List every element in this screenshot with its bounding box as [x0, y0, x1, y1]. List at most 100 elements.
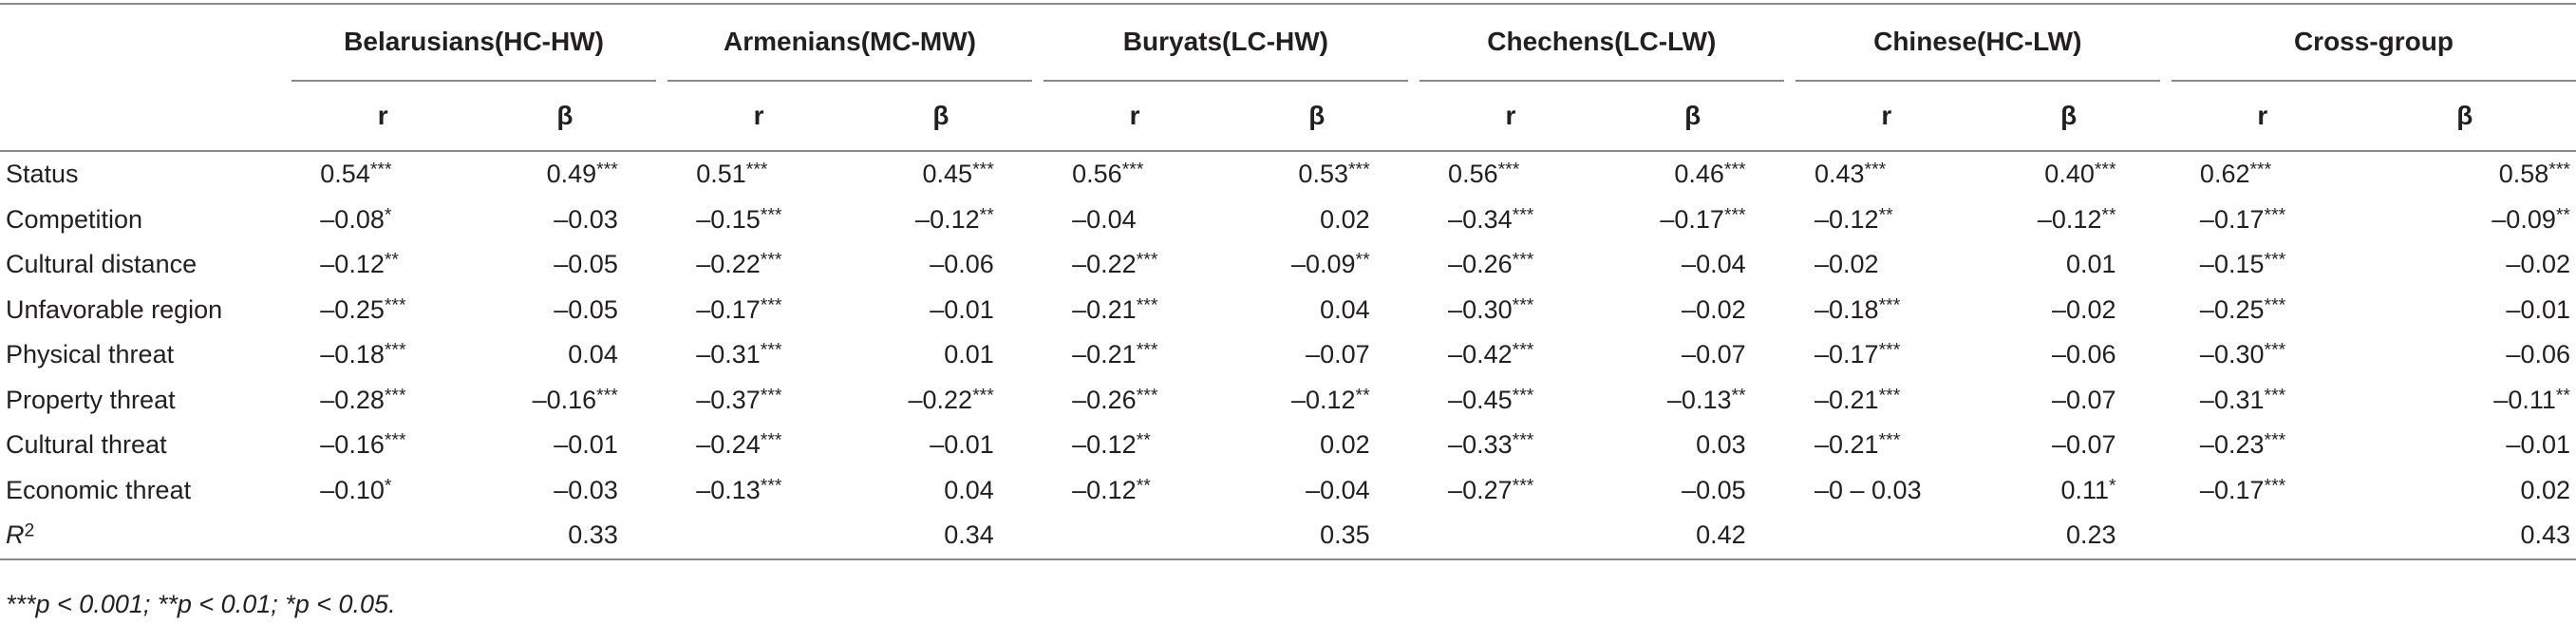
coefficient-value: –0.21: [1814, 430, 1879, 460]
coefficient-value: –0.25: [320, 294, 385, 324]
beta-value-cell: –0.01: [2354, 288, 2576, 333]
subheader-beta: β: [932, 101, 950, 130]
coefficient-value: 0.03: [1696, 430, 1746, 460]
significance-stars: ***: [745, 159, 768, 180]
coefficient-value: –0.07: [1306, 340, 1370, 369]
beta-value-cell: –0.05: [1602, 468, 1784, 514]
coefficient-value: –0.04: [1306, 475, 1370, 504]
table-row: Economic threat –0.10* –0.03 –0.13*** 0.04 –0…: [0, 468, 2576, 514]
coefficient-value: –0.27: [1448, 475, 1513, 504]
r-value-cell: –0.24***: [668, 423, 850, 468]
coefficient-value: –0.12: [1072, 475, 1137, 504]
r-value-cell: 0.56***: [1044, 152, 1226, 198]
coefficient-value: –0.01: [2506, 430, 2570, 460]
row-label: Cultural distance: [6, 250, 197, 279]
r-value-cell: –0.17***: [1796, 332, 1978, 378]
coefficient-value: –0.10: [320, 475, 385, 504]
r-value-cell: –0.22***: [668, 242, 850, 288]
significance-stars: **: [1731, 385, 1746, 407]
r-value-cell: 0.51***: [668, 152, 850, 198]
coefficient-value: –0.16: [532, 385, 597, 414]
table-row: Competition –0.08* –0.03 –0.15*** –0.12** –0.…: [0, 198, 2576, 243]
significance-stars: ***: [1512, 339, 1534, 361]
beta-value-cell: 0.45***: [850, 152, 1032, 198]
coefficient-value: 0.01: [2066, 250, 2116, 279]
coefficient-value: –0.33: [1448, 430, 1513, 460]
coefficient-value: 0.11: [2060, 475, 2109, 504]
r-value-cell: –0.04: [1044, 198, 1226, 243]
beta-value-cell: –0.09**: [1226, 242, 1408, 288]
r-value-cell: –0.26***: [1044, 378, 1226, 424]
significance-stars: ***: [760, 475, 782, 497]
significance-stars: **: [2101, 204, 2116, 226]
significance-stars: ***: [1878, 429, 1901, 451]
coefficient-value: –0.12: [1290, 385, 1356, 414]
significance-stars: ***: [972, 159, 994, 180]
row-label: Competition: [6, 204, 143, 234]
coefficient-value: 0.43: [1814, 160, 1865, 189]
r-value-cell: –0.21***: [1044, 288, 1226, 333]
r-value-cell: –0.17***: [2172, 198, 2354, 243]
significance-stars: ***: [384, 385, 406, 407]
significance-stars: ***: [1512, 204, 1534, 226]
r-value-cell: –0.21***: [1796, 423, 1978, 468]
beta-value-cell: –0.06: [1978, 332, 2160, 378]
coefficient-value: 0.02: [1320, 430, 1370, 460]
significance-stars: ***: [384, 339, 406, 361]
beta-value-cell: 0.46***: [1602, 152, 1784, 198]
coefficient-value: –0.11: [2493, 385, 2556, 414]
r-squared-exponent: 2: [24, 520, 35, 541]
coefficient-value: –0.16: [320, 430, 385, 460]
significance-stars: ***: [1723, 204, 1746, 226]
significance-stars: *: [384, 204, 392, 226]
coefficient-value: –0.15: [2199, 250, 2265, 279]
coefficient-value: –0.21: [1814, 385, 1879, 414]
coefficient-value: –0.02: [2051, 294, 2116, 324]
coefficient-value: 0.40: [2044, 160, 2095, 189]
significance-stars: ***: [2548, 159, 2570, 180]
coefficient-value: 0.45: [922, 160, 973, 189]
significance-stars: ***: [596, 159, 618, 180]
coefficient-value: –0.05: [1682, 475, 1746, 504]
r-value-cell: –0.26***: [1420, 242, 1602, 288]
significance-stars: ***: [596, 385, 618, 407]
coefficient-value: –0.25: [2199, 294, 2265, 324]
significance-stars: ***: [2264, 429, 2286, 451]
coefficient-value: –0.01: [554, 430, 618, 460]
beta-value-cell: –0.01: [2354, 423, 2576, 468]
significance-stars: ***: [1136, 385, 1158, 407]
significance-stars: **: [1136, 475, 1151, 497]
beta-value-cell: –0.12**: [1978, 198, 2160, 243]
beta-value-cell: –0.06: [2354, 332, 2576, 378]
coefficient-value: –0.01: [930, 294, 994, 324]
beta-value-cell: –0.13**: [1602, 378, 1784, 424]
beta-value-cell: –0.07: [1978, 378, 2160, 424]
row-label: Economic threat: [6, 475, 192, 504]
r-value-cell: –0.28***: [291, 378, 474, 424]
coefficient-value: –0.17: [696, 294, 761, 324]
coefficient-value: –0.15: [696, 204, 761, 234]
r-value-cell: –0.31***: [668, 332, 850, 378]
r-value-cell: –0 – 0.03: [1796, 468, 1978, 514]
r-value-cell: –0.31***: [2172, 378, 2354, 424]
r-value-cell: –0.15***: [668, 198, 850, 243]
beta-value-cell: –0.01: [850, 423, 1032, 468]
beta-value-cell: –0.04: [1602, 242, 1784, 288]
coefficient-value: –0.23: [2199, 430, 2265, 460]
coefficient-value: 0.02: [1320, 204, 1370, 234]
coefficient-value: –0.18: [1814, 294, 1879, 324]
coefficient-value: –0.17: [2199, 475, 2265, 504]
table-row: Cultural threat –0.16*** –0.01 –0.24*** –0.0…: [0, 423, 2576, 468]
r-value-cell: –0.22***: [1044, 242, 1226, 288]
beta-value-cell: 0.03: [1602, 423, 1784, 468]
beta-value-cell: –0.11**: [2354, 378, 2576, 424]
beta-value-cell: –0.17***: [1602, 198, 1784, 243]
subheader-r: r: [1881, 101, 1892, 130]
beta-value-cell: –0.06: [850, 242, 1032, 288]
coefficient-value: 0.53: [1298, 160, 1348, 189]
significance-stars: ***: [1512, 429, 1534, 451]
subheader-beta: β: [1684, 101, 1702, 130]
significance-stars: ***: [1121, 159, 1144, 180]
r-value-cell: –0.37***: [668, 378, 850, 424]
